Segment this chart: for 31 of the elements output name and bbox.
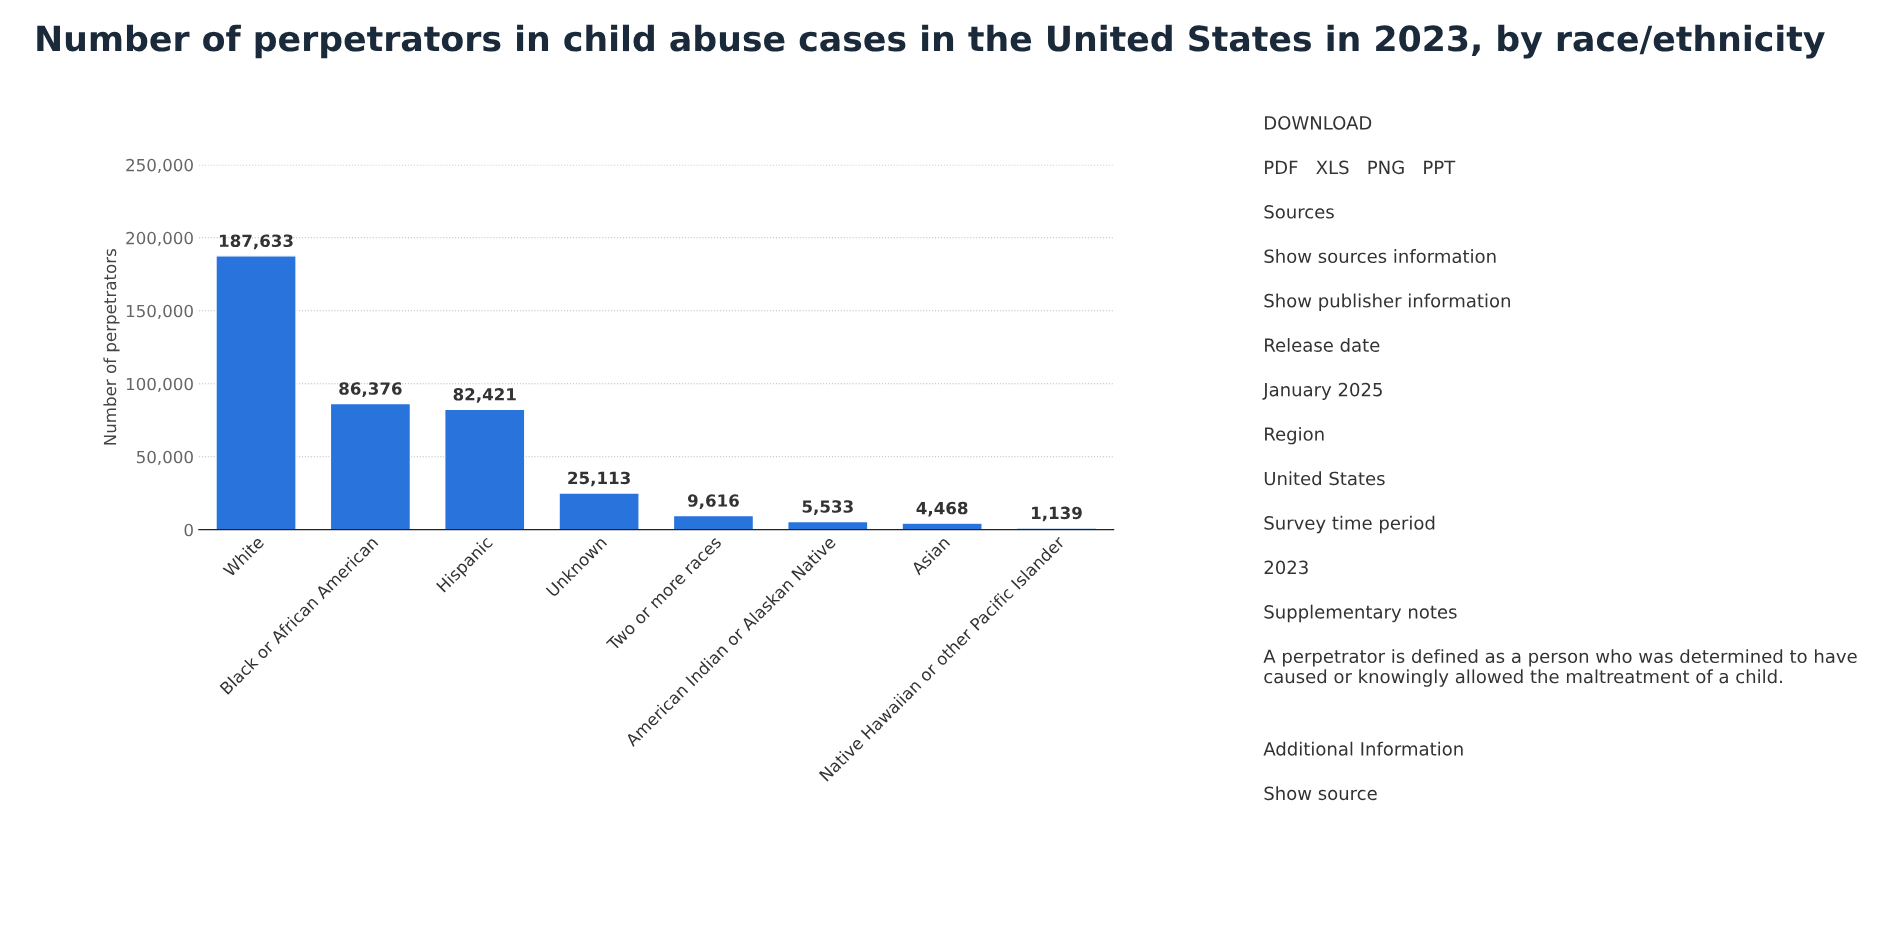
y-tick-label: 200,000 <box>126 231 193 247</box>
text: Show publisher information <box>1264 293 1510 312</box>
data-label: 82,421 <box>453 388 516 403</box>
y-tick-label: 150,000 <box>126 304 193 320</box>
chart-title: Number of perpetrators in child abuse cases in the United States in 2023, by race/ethnicity <box>37 24 1825 59</box>
text: Survey time period <box>1264 515 1435 534</box>
data-label: 187,633 <box>219 234 293 250</box>
data-label: 86,376 <box>339 382 402 397</box>
text: DOWNLOAD <box>1265 116 1372 130</box>
data-label: 25,113 <box>568 471 630 487</box>
y-tick-label: 50,000 <box>136 450 193 465</box>
text: Sources <box>1264 204 1334 219</box>
text: PDF XLS PNG PPT <box>1265 160 1456 175</box>
y-tick-label: 250,000 <box>126 158 193 174</box>
text: Supplementary notes <box>1264 604 1457 623</box>
text: United States <box>1264 471 1385 486</box>
y-tick-label: 0 <box>184 523 193 537</box>
text: A perpetrator is defined as a person who was determined to have caused or knowingly allowed the maltreatment of a child. <box>1263 649 1857 687</box>
data-label: 5,533 <box>802 500 853 515</box>
text: Release date <box>1265 337 1380 352</box>
text: 2023 <box>1264 560 1308 575</box>
y-axis-title: Number of perpetrators <box>103 249 120 445</box>
text: Region <box>1265 426 1324 445</box>
data-label: 4,468 <box>916 501 968 517</box>
y-tick-label: 100,000 <box>126 377 193 392</box>
text: Show source <box>1264 786 1377 801</box>
text: January 2025 <box>1262 382 1382 400</box>
text: Additional Information <box>1263 741 1463 756</box>
data-label: 9,616 <box>687 494 739 509</box>
data-label: 1,139 <box>1032 506 1082 522</box>
text: Show sources information <box>1264 249 1496 264</box>
